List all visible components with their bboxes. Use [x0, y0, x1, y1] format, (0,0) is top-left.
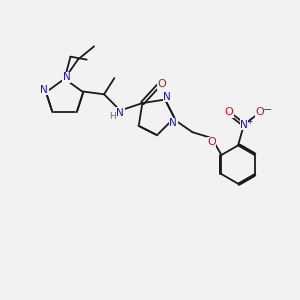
Text: H: H — [109, 112, 116, 122]
Text: −: − — [263, 105, 272, 115]
Text: O: O — [157, 79, 166, 89]
Text: N: N — [40, 85, 48, 95]
Text: N: N — [169, 118, 177, 128]
Text: N: N — [240, 120, 248, 130]
Text: O: O — [225, 107, 234, 117]
Text: O: O — [207, 137, 216, 148]
Text: N: N — [116, 108, 124, 118]
Text: N: N — [63, 72, 70, 82]
Text: N: N — [163, 92, 171, 102]
Text: O: O — [255, 107, 264, 117]
Text: +: + — [246, 117, 252, 126]
